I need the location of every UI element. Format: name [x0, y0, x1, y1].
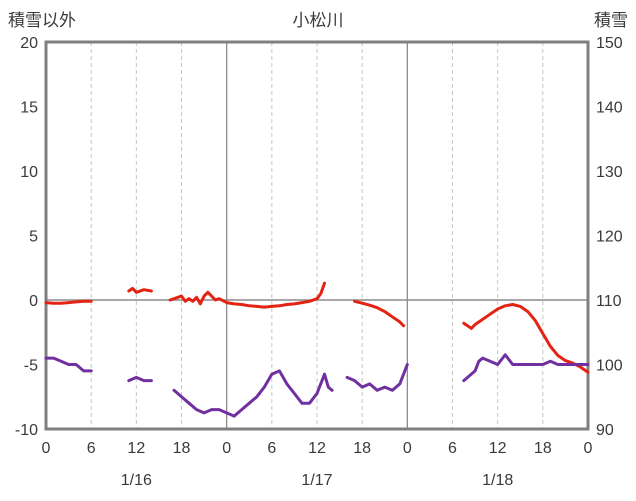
right-axis-tick-label: 150	[596, 35, 623, 52]
right-axis-tick-label: 90	[596, 422, 614, 439]
left-axis-tick-label: 0	[29, 293, 38, 310]
series-line-red	[353, 299, 406, 328]
x-axis-tick-label: 18	[173, 440, 191, 457]
series-line-purple	[462, 353, 590, 383]
series-line-purple	[127, 375, 153, 383]
right-axis-tick-label: 110	[596, 293, 622, 310]
x-axis-tick-label: 18	[534, 440, 552, 457]
x-axis-date-label: 1/16	[121, 472, 152, 489]
left-axis-tick-label: -10	[15, 422, 38, 439]
right-axis-title: 積雪	[594, 11, 628, 30]
x-axis-tick-label: 6	[267, 440, 276, 457]
series-line-red	[44, 299, 93, 305]
right-axis-tick-label: 140	[596, 100, 623, 117]
left-axis-title: 積雪以外	[8, 11, 76, 30]
right-axis-tick-label: 100	[596, 358, 623, 375]
left-axis-tick-label: 15	[20, 100, 38, 117]
series-line-red	[462, 303, 590, 374]
series-line-purple	[172, 369, 334, 418]
x-axis-tick-label: 12	[308, 440, 326, 457]
x-axis-tick-label: 0	[222, 440, 231, 457]
x-axis-tick-label: 0	[403, 440, 412, 457]
x-axis-tick-label: 6	[87, 440, 96, 457]
series-line-purple	[345, 363, 409, 392]
series-line-red	[168, 281, 326, 309]
right-axis-tick-label: 120	[596, 229, 623, 246]
plot-frame	[44, 40, 590, 431]
left-axis-tick-label: -5	[24, 358, 38, 375]
x-axis-tick-label: 12	[489, 440, 507, 457]
right-axis-tick-label: 130	[596, 164, 623, 181]
x-axis-tick-label: 18	[353, 440, 371, 457]
x-axis-tick-label: 12	[127, 440, 145, 457]
x-axis-date-label: 1/17	[301, 472, 332, 489]
x-axis-tick-label: 0	[584, 440, 593, 457]
series-line-red	[127, 286, 153, 294]
left-axis-tick-label: 20	[20, 35, 38, 52]
x-axis-tick-label: 0	[42, 440, 51, 457]
chart-title: 小松川	[292, 11, 344, 30]
left-axis-tick-label: 5	[29, 229, 38, 246]
x-axis-tick-label: 6	[448, 440, 457, 457]
x-axis-date-label: 1/18	[482, 472, 513, 489]
left-axis-tick-label: 10	[20, 164, 38, 181]
series-line-purple	[44, 356, 93, 373]
